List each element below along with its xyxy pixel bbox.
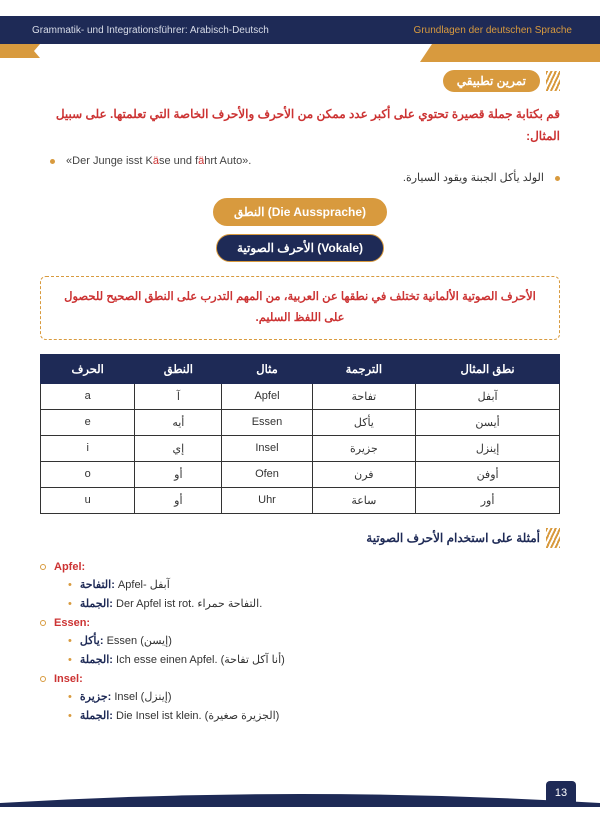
exercise-heading-line: تمرين تطبيقي	[40, 70, 560, 92]
page-number: 13	[546, 781, 576, 805]
table-cell: o	[41, 461, 135, 487]
examples-heading-line: أمثلة على استخدام الأحرف الصوتية	[40, 528, 560, 548]
table-cell: آبفل	[416, 383, 560, 409]
example-line: يأكل: Essen (إيسن)	[68, 632, 560, 651]
examples-heading: أمثلة على استخدام الأحرف الصوتية	[366, 531, 540, 545]
example-sublist: يأكل: Essen (إيسن)الجملة: Ich esse einen…	[68, 632, 560, 669]
table-cell: Apfel	[222, 383, 312, 409]
table-cell: e	[41, 409, 135, 435]
th: مثال	[222, 354, 312, 383]
footer-curve	[0, 791, 600, 807]
circle-icon	[40, 564, 46, 570]
table-cell: Insel	[222, 435, 312, 461]
circle-icon	[40, 676, 46, 682]
instruction-text: قم بكتابة جملة قصيرة تحتوي على أكبر عدد …	[40, 104, 560, 147]
example-line: جزيرة: Insel (إينزل)	[68, 688, 560, 707]
th: نطق المثال	[416, 354, 560, 383]
example-line: الجملة: Ich esse einen Apfel. (أنا آكل ت…	[68, 651, 560, 670]
header-bar: Grammatik- und Integrationsführer: Arabi…	[0, 16, 600, 44]
example-word: Apfel:	[54, 558, 85, 577]
table-cell: a	[41, 383, 135, 409]
wedge-left	[0, 44, 40, 58]
example-sublist: جزيرة: Insel (إينزل)الجملة: Die Insel is…	[68, 688, 560, 725]
header-right: Grundlagen der deutschen Sprache	[414, 25, 572, 36]
example-line: الجملة: Die Insel ist klein. (الجزيرة صغ…	[68, 707, 560, 726]
table-cell: i	[41, 435, 135, 461]
example-sublist: التفاحة: Apfel- آبفلالجملة: Der Apfel is…	[68, 576, 560, 613]
table-cell: فرن	[312, 461, 416, 487]
table-cell: Essen	[222, 409, 312, 435]
example-word-row: Essen:	[40, 614, 560, 633]
example-word-row: Apfel:	[40, 558, 560, 577]
circle-icon	[40, 620, 46, 626]
table-row: oأوOfenفرنأوفن	[41, 461, 560, 487]
orange-wedge	[420, 44, 600, 62]
header-left: Grammatik- und Integrationsführer: Arabi…	[32, 25, 269, 36]
th: النطق	[135, 354, 222, 383]
example-word-row: Insel:	[40, 670, 560, 689]
example-arabic: الولد يأكل الجبنة ويقود السيارة.	[40, 171, 560, 184]
bullet-icon	[555, 176, 560, 181]
table-cell: Uhr	[222, 487, 312, 513]
table-cell: تفاحة	[312, 383, 416, 409]
table-cell: آ	[135, 383, 222, 409]
example-word: Insel:	[54, 670, 83, 689]
table-row: aآApfelتفاحةآبفل	[41, 383, 560, 409]
chip-pronunciation: النطق (Die Aussprache)	[213, 198, 387, 226]
table-cell: جزيرة	[312, 435, 416, 461]
table-cell: أيسن	[416, 409, 560, 435]
example-word: Essen:	[54, 614, 90, 633]
hatch-icon	[546, 71, 560, 91]
examples-list: Apfel:التفاحة: Apfel- آبفلالجملة: Der Ap…	[40, 558, 560, 726]
example-line: الجملة: Der Apfel ist rot. التفاحة حمراء…	[68, 595, 560, 614]
page: Grammatik- und Integrationsführer: Arabi…	[0, 0, 600, 823]
th: الترجمة	[312, 354, 416, 383]
table-cell: يأكل	[312, 409, 416, 435]
table-row: uأوUhrساعةأور	[41, 487, 560, 513]
table-row: iإيInselجزيرةإينزل	[41, 435, 560, 461]
table-cell: ساعة	[312, 487, 416, 513]
table-header-row: الحرف النطق مثال الترجمة نطق المثال	[41, 354, 560, 383]
table-cell: أوفن	[416, 461, 560, 487]
section-chips: النطق (Die Aussprache) الأحرف الصوتية (V…	[40, 198, 560, 262]
example-german: «Der Junge isst Käse und fährt Auto».	[50, 155, 560, 167]
chip-vowels: الأحرف الصوتية (Vokale)	[216, 234, 384, 262]
info-box: الأحرف الصوتية الألمانية تختلف في نطقها …	[40, 276, 560, 339]
exercise-pill: تمرين تطبيقي	[443, 70, 540, 92]
table-cell: أيه	[135, 409, 222, 435]
th: الحرف	[41, 354, 135, 383]
table-cell: إينزل	[416, 435, 560, 461]
table-cell: u	[41, 487, 135, 513]
vowels-table: الحرف النطق مثال الترجمة نطق المثال aآAp…	[40, 354, 560, 514]
hatch-icon	[546, 528, 560, 548]
table-cell: أور	[416, 487, 560, 513]
table-cell: أو	[135, 487, 222, 513]
table-cell: أو	[135, 461, 222, 487]
table-cell: Ofen	[222, 461, 312, 487]
content: تمرين تطبيقي قم بكتابة جملة قصيرة تحتوي …	[40, 70, 560, 726]
table-cell: إي	[135, 435, 222, 461]
table-row: eأيهEssenيأكلأيسن	[41, 409, 560, 435]
bullet-icon	[50, 159, 55, 164]
example-line: التفاحة: Apfel- آبفل	[68, 576, 560, 595]
